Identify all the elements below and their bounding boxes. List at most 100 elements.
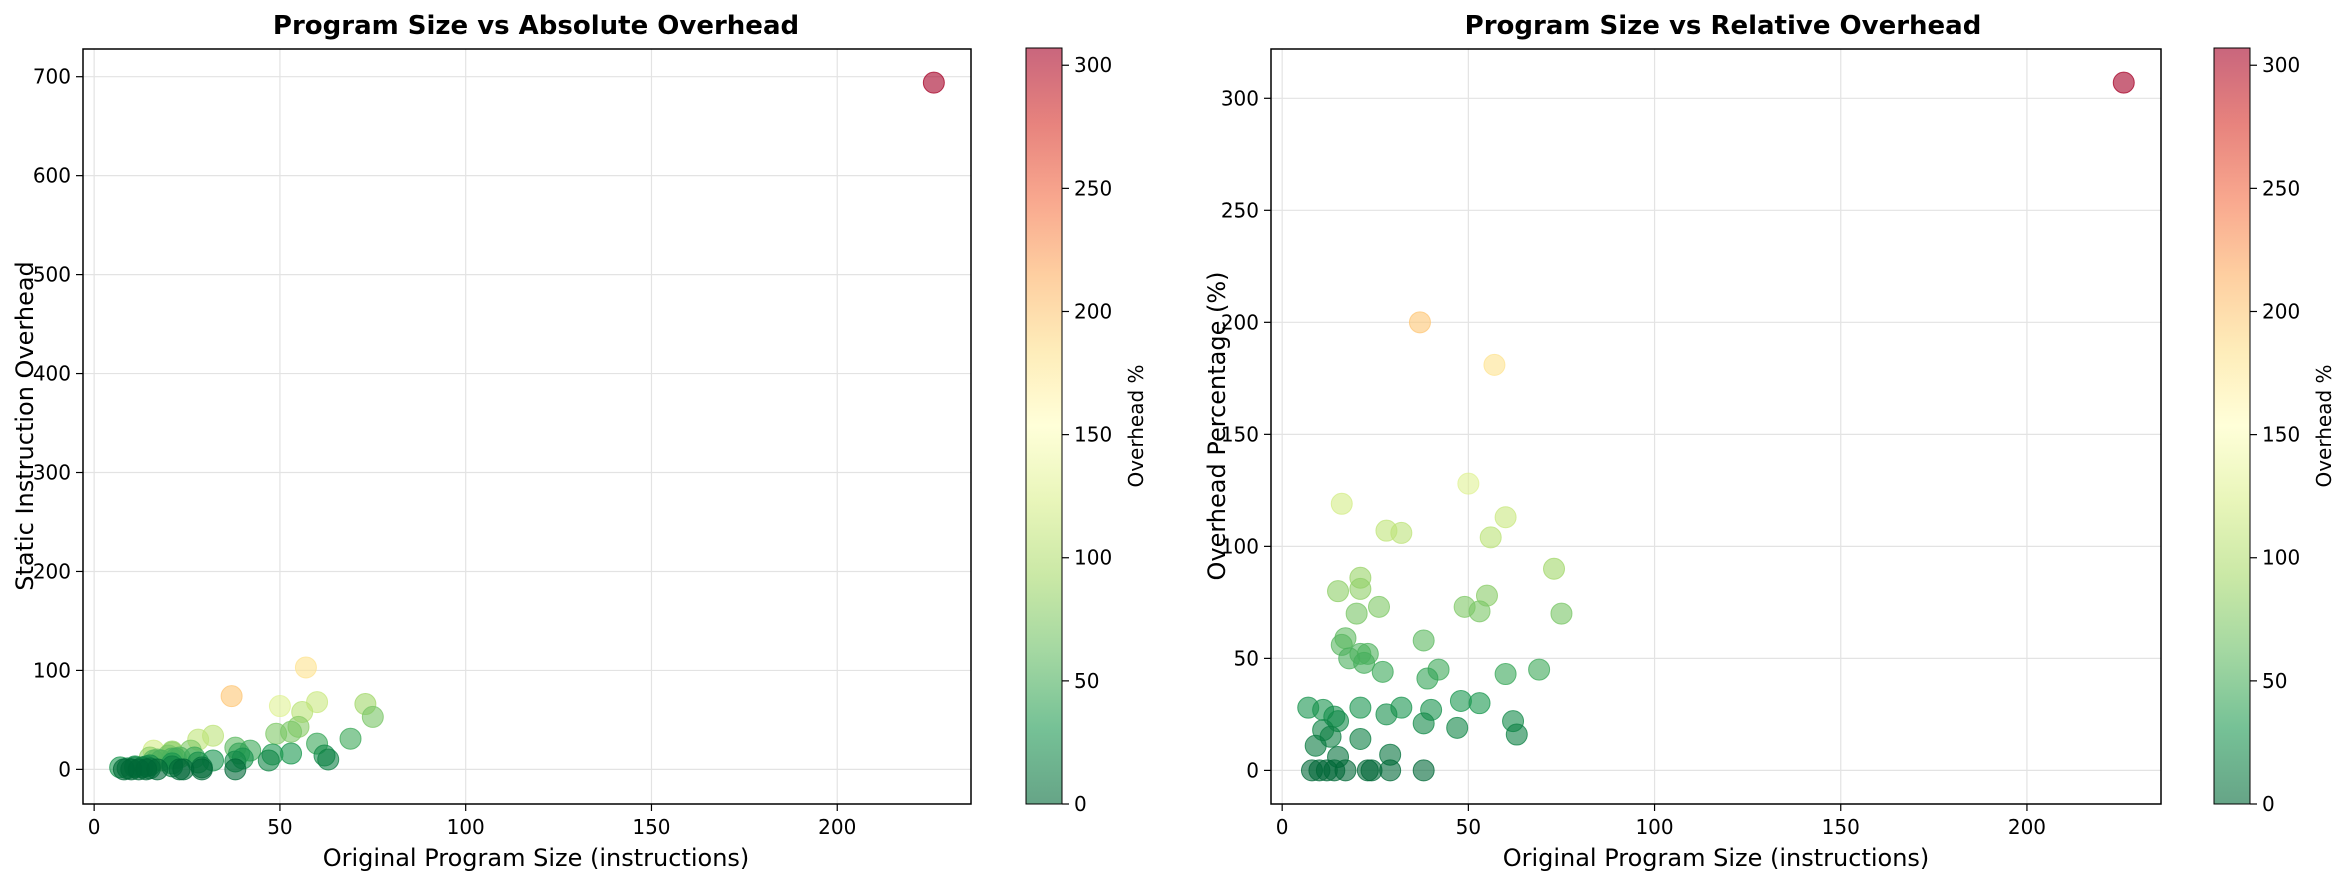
colorbar-tick-label: 200 [2262, 299, 2300, 323]
colorbar-label: Overhead % [2312, 364, 2336, 487]
x-tick-label: 50 [267, 815, 292, 839]
data-point [1505, 723, 1528, 746]
data-point [1349, 728, 1372, 751]
data-point [1479, 526, 1502, 549]
data-point [1468, 692, 1491, 715]
colorbar-gradient [1025, 47, 1063, 805]
data-point [922, 71, 945, 94]
data-points [109, 71, 945, 781]
chart-panel-absolute-overhead: Program Size vs Absolute Overhead 0 50 100… [11, 11, 1148, 872]
data-point [1457, 472, 1480, 495]
data-point [1334, 759, 1357, 782]
colorbar-tick-label: 50 [1074, 669, 1099, 693]
data-point [280, 720, 303, 743]
data-point [1371, 660, 1394, 683]
colorbar-tick-label: 50 [2262, 669, 2287, 693]
x-tick-label: 100 [1635, 815, 1673, 839]
colorbar-tick-label: 150 [2262, 423, 2300, 447]
y-tick-label: 700 [33, 65, 71, 89]
colorbar-tick-label: 300 [2262, 53, 2300, 77]
data-point [1390, 521, 1413, 544]
y-tick-label: 0 [58, 757, 71, 781]
data-point [1330, 492, 1353, 515]
y-tick-label: 0 [1246, 758, 1259, 782]
data-point [1349, 696, 1372, 719]
y-tick-label: 250 [1221, 198, 1259, 222]
data-point [257, 749, 280, 772]
data-point [1468, 600, 1491, 623]
data-point [1353, 651, 1376, 674]
x-tick-label: 200 [818, 815, 856, 839]
colorbar-tick-label: 200 [1074, 299, 1112, 323]
data-point [1360, 759, 1383, 782]
data-point [1375, 703, 1398, 726]
data-point [1408, 311, 1431, 334]
data-point [1349, 577, 1372, 600]
data-point [1550, 602, 1573, 625]
data-point [172, 758, 195, 781]
y-tick-label: 300 [1221, 86, 1259, 110]
x-axis-label: Original Program Size (instructions) [1503, 844, 1930, 872]
data-point [1327, 580, 1350, 603]
y-tick-label: 200 [33, 559, 71, 583]
x-tick-label: 0 [88, 815, 101, 839]
data-point [146, 758, 169, 781]
data-point [202, 724, 225, 747]
colorbar-label: Overhead % [1124, 364, 1148, 487]
chart-title: Program Size vs Absolute Overhead [273, 11, 799, 41]
data-point [1412, 712, 1435, 735]
colorbar-tick-label: 100 [1074, 546, 1112, 570]
data-point [1483, 353, 1506, 376]
y-tick-label: 500 [33, 263, 71, 287]
x-tick-label: 150 [632, 815, 670, 839]
data-point [220, 685, 243, 708]
data-point [1367, 595, 1390, 618]
grid [1271, 49, 2161, 804]
data-point [224, 758, 247, 781]
y-tick-label: 100 [1221, 534, 1259, 558]
colorbar-tick-label: 250 [1074, 176, 1112, 200]
colorbar: 0 50 100 150 200 250 300 Overhead % [2213, 47, 2336, 816]
chart-panel-relative-overhead: Program Size vs Relative Overhead 0 50 100… [1203, 11, 2336, 872]
colorbar-tick-label: 300 [1074, 53, 1112, 77]
colorbar-tick-label: 0 [1074, 792, 1087, 816]
x-tick-label: 50 [1456, 815, 1481, 839]
colorbar-tick-label: 150 [1074, 423, 1112, 447]
data-point [1345, 602, 1368, 625]
colorbar-tick-label: 100 [2262, 546, 2300, 570]
colorbar-gradient [2213, 47, 2251, 805]
x-axis-label: Original Program Size (instructions) [323, 844, 750, 872]
y-axis-label: Overhead Percentage (%) [1203, 271, 1231, 580]
data-point [1304, 734, 1327, 757]
axis-ticks: 0 50 100 150 200 0 100 200 300 400 500 600 700 [33, 65, 857, 839]
plot-frame [82, 48, 972, 805]
y-tick-label: 150 [1221, 422, 1259, 446]
x-tick-label: 200 [2008, 815, 2046, 839]
data-point [1412, 759, 1435, 782]
data-point [190, 758, 213, 781]
colorbar-tick-label: 250 [2262, 176, 2300, 200]
x-tick-label: 0 [1276, 815, 1289, 839]
data-point [1446, 716, 1469, 739]
data-point [1449, 689, 1472, 712]
colorbar: 0 50 100 150 200 250 300 Overhead % [1025, 47, 1148, 816]
data-point [1412, 629, 1435, 652]
plot-frame [1270, 48, 2162, 805]
data-point [1416, 667, 1439, 690]
data-point [1528, 658, 1551, 681]
y-tick-label: 300 [33, 461, 71, 485]
axis-ticks: 0 50 100 150 200 0 50 100 150 200 250 300 [1221, 86, 2046, 839]
colorbar-ticks: 0 50 100 150 200 250 300 [2250, 53, 2300, 816]
x-tick-label: 100 [447, 815, 485, 839]
y-tick-label: 600 [33, 164, 71, 188]
data-point [317, 748, 340, 771]
data-point [268, 695, 291, 718]
y-tick-label: 400 [33, 362, 71, 386]
y-tick-label: 50 [1234, 646, 1259, 670]
data-point [1494, 663, 1517, 686]
data-point [280, 742, 303, 765]
data-point [2112, 71, 2135, 94]
y-tick-label: 200 [1221, 310, 1259, 334]
grid [83, 49, 971, 804]
